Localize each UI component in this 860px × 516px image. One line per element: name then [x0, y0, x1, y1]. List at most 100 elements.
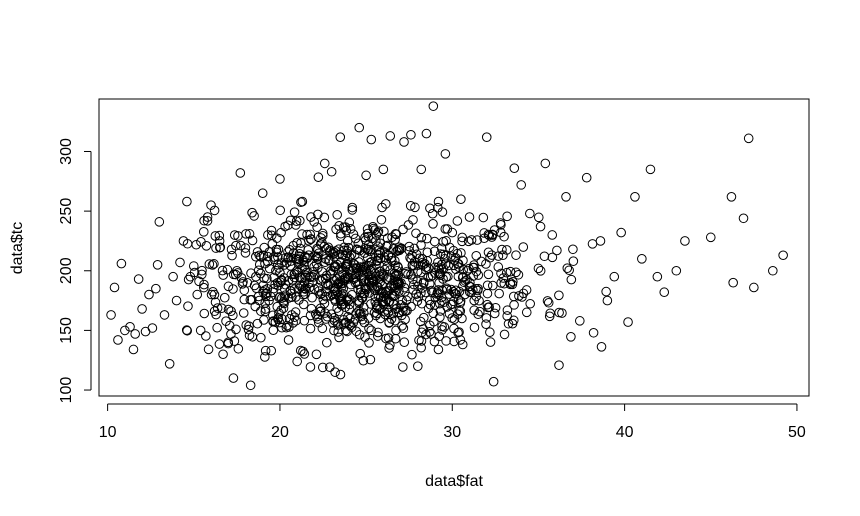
data-point	[460, 289, 470, 300]
data-point	[207, 260, 218, 270]
data-point	[525, 208, 535, 219]
data-point	[328, 249, 338, 260]
data-point	[496, 220, 506, 230]
data-point	[435, 312, 445, 322]
data-point	[439, 322, 450, 332]
data-point	[273, 263, 284, 273]
data-point	[330, 248, 340, 258]
data-point	[479, 233, 490, 244]
data-point	[358, 355, 369, 366]
data-point	[494, 288, 504, 299]
data-point	[652, 271, 663, 282]
data-point	[319, 158, 330, 169]
data-point	[182, 196, 192, 207]
data-point	[305, 272, 315, 283]
data-point	[423, 272, 434, 282]
data-point	[482, 288, 493, 299]
data-point	[680, 236, 690, 246]
data-point	[498, 250, 508, 261]
data-point	[433, 196, 444, 207]
data-point	[320, 257, 330, 268]
data-point	[325, 279, 336, 289]
data-point	[364, 323, 374, 334]
data-point	[316, 233, 326, 243]
data-point	[290, 307, 301, 317]
data-point	[486, 250, 497, 260]
data-point	[199, 215, 209, 226]
data-point	[209, 289, 220, 300]
data-point	[333, 327, 344, 337]
data-point	[291, 220, 301, 230]
data-point	[401, 267, 412, 277]
plot-frame	[98, 98, 810, 397]
data-point	[374, 245, 384, 255]
data-point	[358, 270, 369, 281]
data-point	[228, 373, 239, 383]
data-point	[383, 272, 394, 282]
data-point	[552, 245, 562, 256]
data-point	[253, 265, 264, 276]
data-point	[457, 232, 468, 243]
data-point	[291, 266, 302, 276]
data-point	[313, 209, 323, 220]
data-point	[421, 128, 432, 139]
data-point	[303, 250, 314, 261]
data-point	[547, 252, 558, 263]
data-point	[366, 134, 377, 145]
data-point	[479, 228, 489, 238]
data-point	[484, 302, 494, 312]
data-point	[280, 221, 290, 232]
data-point	[314, 286, 324, 296]
y-tick-label: 300	[58, 138, 75, 165]
data-point	[562, 263, 573, 273]
data-point	[192, 289, 203, 300]
data-point	[299, 261, 309, 272]
data-point	[309, 261, 319, 272]
data-point	[483, 247, 494, 258]
data-point	[195, 325, 206, 336]
y-axis: 100 150 200 250 300	[58, 138, 92, 403]
data-point	[362, 224, 373, 234]
data-point	[489, 308, 500, 319]
data-point	[543, 297, 554, 308]
y-tick-label: 200	[58, 257, 75, 284]
data-point	[403, 269, 413, 280]
data-point	[233, 343, 244, 354]
data-point	[738, 213, 749, 224]
data-point	[408, 215, 418, 225]
data-point	[198, 227, 209, 237]
data-point	[201, 331, 211, 341]
data-point	[339, 275, 350, 286]
data-point	[430, 292, 441, 303]
data-point	[503, 318, 514, 329]
data-point	[363, 276, 374, 287]
data-point	[316, 276, 327, 286]
data-point	[386, 314, 397, 324]
data-point	[383, 251, 394, 261]
data-point	[384, 343, 394, 353]
data-point	[243, 324, 254, 335]
data-point	[334, 264, 344, 275]
data-point	[241, 320, 252, 330]
data-point	[364, 338, 374, 348]
data-point	[262, 284, 273, 294]
data-point	[259, 242, 270, 253]
data-point	[295, 243, 305, 254]
data-point	[502, 211, 512, 222]
data-point	[231, 324, 241, 335]
data-point	[237, 279, 248, 289]
data-point	[329, 325, 339, 336]
x-tick-label: 50	[788, 424, 806, 441]
data-point	[133, 274, 144, 284]
data-point	[306, 271, 317, 282]
data-point	[356, 311, 367, 322]
data-point	[404, 245, 415, 256]
data-point	[319, 212, 330, 223]
x-tick-label: 20	[271, 424, 289, 441]
data-point	[307, 292, 317, 303]
data-point	[372, 331, 383, 341]
data-point	[407, 349, 417, 360]
data-point	[328, 265, 339, 276]
data-point	[326, 166, 337, 177]
data-point	[380, 199, 391, 209]
